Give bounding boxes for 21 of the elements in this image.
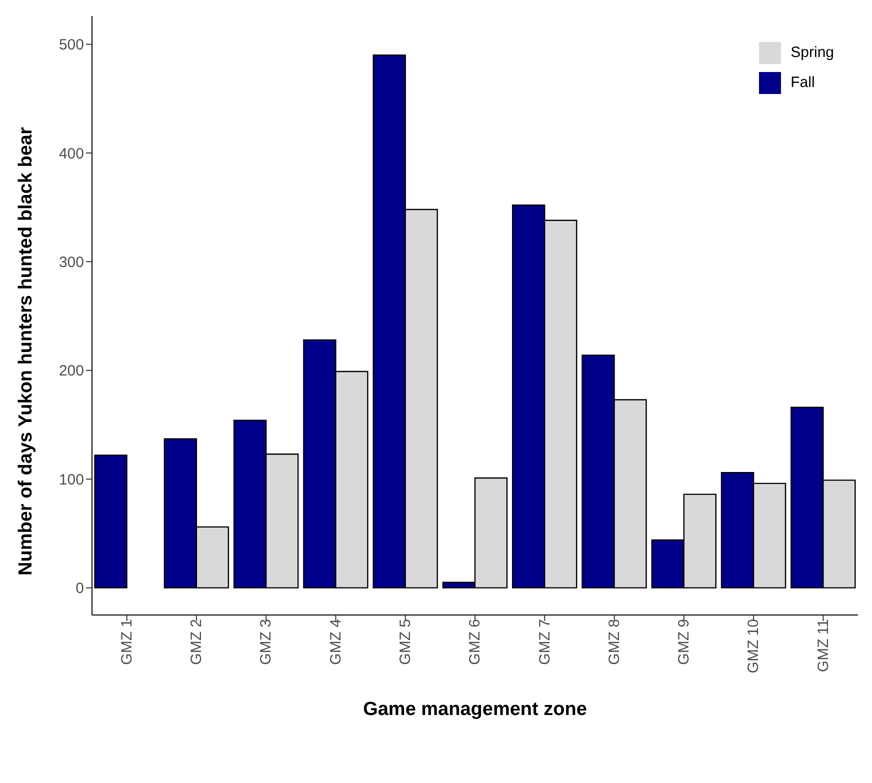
x-tick-label: GMZ 9 xyxy=(676,619,693,665)
y-tick-label: 300 xyxy=(58,254,84,272)
y-tick-label: 200 xyxy=(58,362,84,380)
x-tick-label: GMZ 2 xyxy=(188,619,206,665)
y-tick-label: 400 xyxy=(58,145,84,162)
x-tick-label: GMZ 7 xyxy=(536,619,554,665)
x-tick-label: GMZ 11 xyxy=(814,619,832,672)
y-axis-title: Number of days Yukon hunters hunted black bear xyxy=(16,126,37,576)
x-tick-label: GMZ 3 xyxy=(258,619,275,665)
x-tick-label: GMZ 10 xyxy=(745,619,762,674)
y-tick-label: 500 xyxy=(58,36,84,54)
legend-label: Spring xyxy=(790,44,834,61)
legend-label: Fall xyxy=(790,74,815,91)
x-tick-label: GMZ 5 xyxy=(397,619,414,665)
x-tick-label: GMZ 4 xyxy=(327,619,344,665)
x-tick-label: GMZ 1 xyxy=(118,619,136,665)
x-tick-label: GMZ 6 xyxy=(466,619,484,665)
x-axis-title: Game management zone xyxy=(363,699,587,720)
y-tick-label: 0 xyxy=(76,580,84,598)
y-tick-label: 100 xyxy=(58,471,84,488)
x-tick-label: GMZ 8 xyxy=(606,619,623,665)
